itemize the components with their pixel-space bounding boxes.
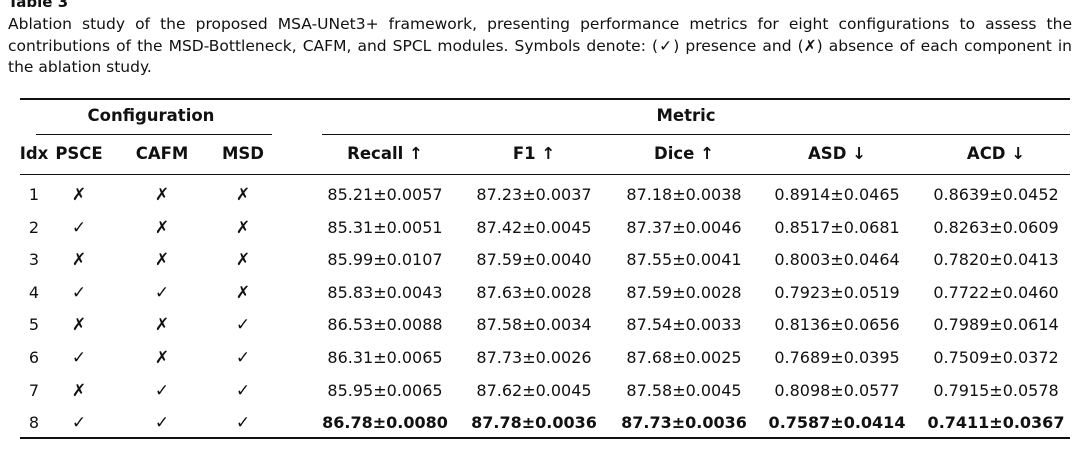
cell-psce: ✗ (71, 380, 87, 401)
cell-f1: 87.78±0.0036 (471, 413, 597, 433)
metric-group-header: Metric (656, 106, 716, 125)
cell-f1: 87.42±0.0045 (476, 217, 592, 237)
cell-cafm: ✗ (154, 348, 170, 368)
cell-msd: ✗ (235, 250, 251, 271)
cell-recall: 85.83±0.0043 (327, 282, 443, 302)
top-rule (20, 98, 1070, 100)
cell-acd: 0.8263±0.0609 (933, 217, 1059, 237)
cell-asd: 0.8003±0.0464 (774, 250, 900, 270)
cell-acd: 0.7820±0.0413 (933, 250, 1059, 270)
bottom-rule (20, 437, 1070, 439)
cell-recall: 85.21±0.0057 (327, 185, 443, 204)
cell-cafm: ✓ (154, 413, 170, 434)
cell-recall: 86.78±0.0080 (322, 413, 448, 433)
cell-cafm: ✗ (154, 185, 170, 205)
cell-f1: 87.63±0.0028 (476, 282, 592, 302)
cell-f1: 87.23±0.0037 (476, 185, 592, 204)
cell-dice: 87.73±0.0036 (621, 413, 747, 433)
column-header-dice: Dice ↑ (654, 144, 714, 163)
configuration-group-rule (36, 134, 272, 135)
cell-psce: ✓ (71, 413, 87, 434)
cell-psce: ✓ (71, 217, 87, 238)
cell-f1: 87.58±0.0034 (476, 315, 592, 335)
cell-asd: 0.8098±0.0577 (774, 380, 900, 400)
column-header-recall: Recall ↑ (347, 144, 423, 163)
cell-idx: 8 (28, 413, 40, 433)
cell-acd: 0.7411±0.0367 (927, 413, 1065, 433)
column-header-psce: PSCE (55, 144, 103, 163)
cell-recall: 86.31±0.0065 (327, 348, 443, 367)
cell-cafm: ✓ (154, 380, 170, 401)
cell-idx: 5 (28, 315, 40, 335)
cell-dice: 87.37±0.0046 (626, 217, 742, 237)
cell-msd: ✗ (235, 217, 251, 238)
cell-msd: ✗ (235, 282, 251, 303)
header-rule (20, 174, 1070, 175)
cell-msd: ✓ (235, 315, 251, 336)
cell-dice: 87.58±0.0045 (626, 380, 742, 400)
cell-cafm: ✗ (154, 250, 170, 271)
metric-group-rule (322, 134, 1070, 135)
cell-asd: 0.7923±0.0519 (774, 282, 900, 302)
cell-psce: ✗ (71, 315, 87, 336)
cell-dice: 87.68±0.0025 (626, 348, 742, 367)
column-header-msd: MSD (222, 144, 264, 163)
cell-cafm: ✗ (154, 217, 170, 238)
cell-dice: 87.18±0.0038 (626, 185, 742, 204)
cell-asd: 0.7689±0.0395 (774, 348, 900, 367)
cell-idx: 7 (28, 380, 40, 400)
cell-psce: ✓ (71, 348, 87, 368)
column-header-acd: ACD ↓ (966, 144, 1026, 163)
cell-recall: 85.31±0.0051 (327, 217, 443, 237)
cell-asd: 0.8914±0.0465 (774, 185, 900, 204)
cell-idx: 6 (28, 348, 40, 367)
column-header-cafm: CAFM (135, 144, 189, 163)
cell-acd: 0.7509±0.0372 (933, 348, 1059, 367)
cell-acd: 0.8639±0.0452 (933, 185, 1059, 204)
configuration-group-header: Configuration (87, 106, 215, 125)
cell-asd: 0.8517±0.0681 (774, 217, 900, 237)
table-caption: Ablation study of the proposed MSA-UNet3… (8, 15, 1072, 76)
cell-psce: ✗ (71, 250, 87, 271)
cell-idx: 3 (28, 250, 40, 270)
cell-f1: 87.73±0.0026 (476, 348, 592, 367)
column-header-idx: Idx (19, 144, 49, 163)
cell-f1: 87.59±0.0040 (476, 250, 592, 270)
cell-asd: 0.7587±0.0414 (768, 413, 906, 433)
cell-msd: ✓ (235, 413, 251, 434)
cell-msd: ✓ (235, 348, 251, 368)
cell-msd: ✗ (235, 185, 251, 205)
cell-recall: 85.99±0.0107 (327, 250, 443, 270)
table-label: Table 3 (8, 0, 69, 11)
cell-cafm: ✗ (154, 315, 170, 336)
cell-msd: ✓ (235, 380, 251, 401)
cell-f1: 87.62±0.0045 (476, 380, 592, 400)
cell-cafm: ✓ (154, 282, 170, 303)
cell-dice: 87.55±0.0041 (626, 250, 742, 270)
cell-dice: 87.54±0.0033 (626, 315, 742, 335)
cell-acd: 0.7915±0.0578 (933, 380, 1059, 400)
cell-recall: 85.95±0.0065 (327, 380, 443, 400)
column-header-f1: F1 ↑ (512, 144, 556, 163)
cell-psce: ✗ (71, 185, 87, 205)
column-header-asd: ASD ↓ (808, 144, 866, 163)
cell-dice: 87.59±0.0028 (626, 282, 742, 302)
cell-asd: 0.8136±0.0656 (774, 315, 900, 335)
cell-psce: ✓ (71, 282, 87, 303)
cell-acd: 0.7722±0.0460 (933, 282, 1059, 302)
cell-idx: 1 (28, 185, 40, 204)
cell-idx: 2 (28, 217, 40, 237)
cell-recall: 86.53±0.0088 (327, 315, 443, 335)
cell-idx: 4 (28, 282, 40, 302)
cell-acd: 0.7989±0.0614 (933, 315, 1059, 335)
